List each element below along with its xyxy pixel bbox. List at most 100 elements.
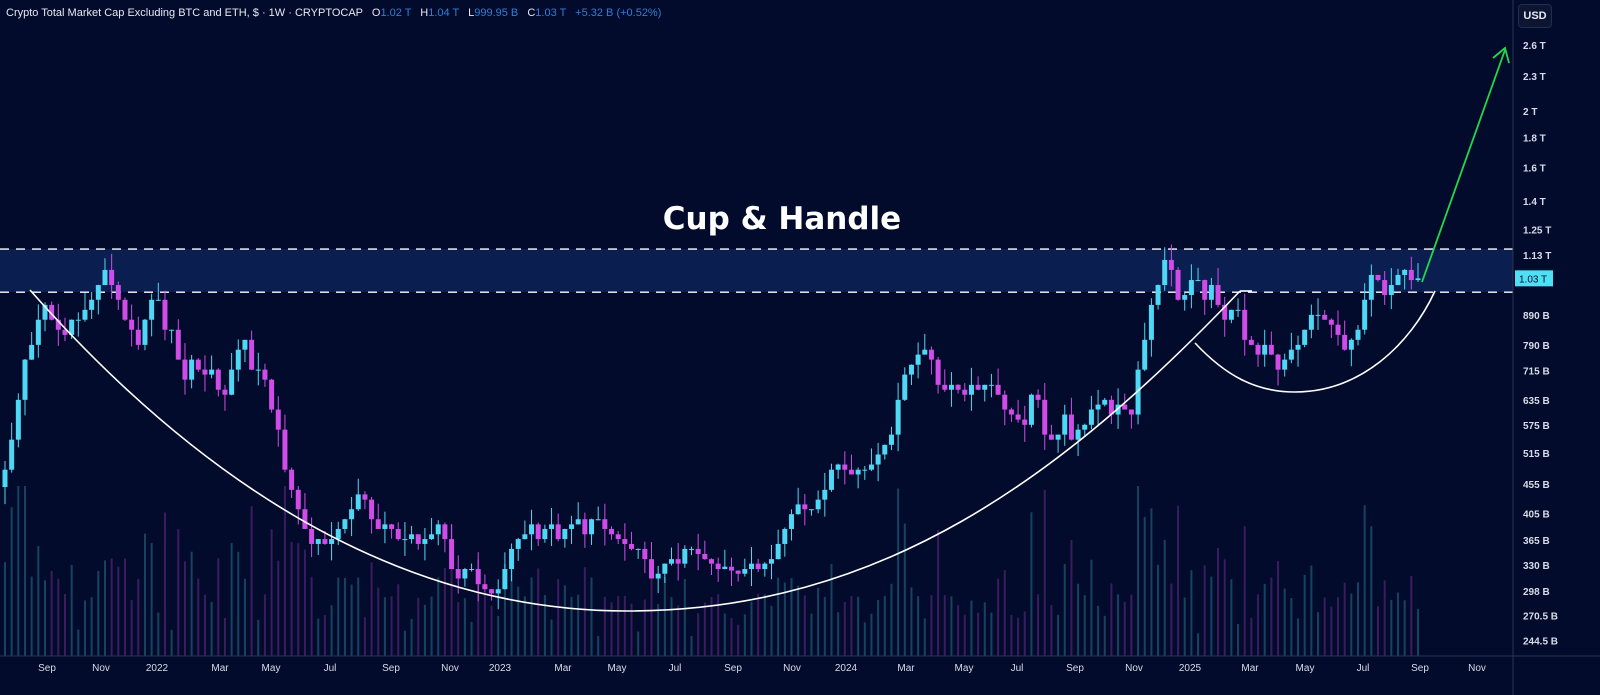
volume-bar	[543, 595, 546, 656]
volume-bar	[170, 629, 173, 656]
volume-bar	[570, 596, 573, 656]
time-tick-label: Nov	[1125, 663, 1143, 674]
candle-body	[415, 534, 421, 544]
volume-bar	[1197, 633, 1200, 656]
candle-body	[289, 469, 295, 490]
candle	[1235, 298, 1241, 317]
candle-body	[1322, 314, 1328, 320]
time-tick-label: May	[262, 663, 281, 674]
handle-curve	[1194, 290, 1436, 393]
candle-body	[109, 269, 115, 286]
candle	[355, 478, 361, 511]
candle-body	[229, 369, 235, 395]
volume-bar	[1270, 577, 1273, 656]
volume-bar	[423, 604, 426, 656]
candle	[888, 426, 894, 451]
candle-body	[682, 548, 688, 564]
candle-body	[1048, 434, 1054, 440]
price-axis[interactable]: 2.6 T 2.3 T 2 T 1.8 T 1.6 T 1.4 T 1.25 T 1.13 T…	[1515, 41, 1558, 648]
candle-body	[835, 464, 841, 470]
volume-bar	[1210, 576, 1213, 656]
candle-body	[455, 569, 461, 579]
candle-body	[748, 563, 754, 570]
volume-bar	[1250, 617, 1253, 656]
volume-bar	[623, 595, 626, 656]
volume-bar	[670, 597, 673, 656]
candle-body	[1042, 399, 1048, 435]
candle-body	[602, 519, 608, 529]
candle-body	[1302, 329, 1308, 345]
candle-body	[882, 444, 888, 455]
candle-body	[15, 399, 21, 440]
volume-bar	[303, 549, 306, 656]
volume-bar	[250, 506, 253, 656]
volume-bar	[223, 618, 226, 656]
volume-bar	[797, 585, 800, 656]
candle-body	[355, 494, 361, 510]
volume-bar	[503, 563, 506, 656]
candle-body	[735, 570, 741, 574]
candle-body	[222, 389, 228, 395]
volume-bar	[883, 596, 886, 656]
volume-bar	[923, 618, 926, 656]
volume-bar	[710, 596, 713, 656]
candle	[175, 319, 181, 360]
candle	[95, 284, 101, 315]
candle-body	[495, 589, 501, 594]
time-tick-label: Jul	[1357, 663, 1370, 674]
candle-body	[175, 329, 181, 360]
volume-bar	[850, 595, 853, 656]
candle-body	[1155, 285, 1161, 305]
volume-bar	[637, 631, 640, 656]
volume-bar	[917, 596, 920, 656]
candle	[269, 378, 275, 413]
candle	[1142, 322, 1148, 372]
candle	[1082, 423, 1088, 436]
candle-body	[195, 359, 201, 370]
candle	[415, 534, 421, 550]
candle-body	[1088, 409, 1094, 425]
currency-button[interactable]: USD	[1518, 4, 1552, 28]
candle	[702, 540, 708, 560]
candle-body	[1035, 394, 1041, 400]
candle-body	[928, 349, 934, 360]
candle	[902, 367, 908, 401]
volume-bar	[1283, 588, 1286, 656]
time-tick-label: Mar	[211, 663, 229, 674]
candle	[1208, 277, 1214, 309]
volume-bar	[163, 512, 166, 656]
candle-body	[1068, 414, 1074, 440]
time-tick-label: Nov	[783, 663, 801, 674]
volume-bar	[943, 595, 946, 656]
time-tick-label: Sep	[1411, 663, 1429, 674]
candle-body	[1335, 324, 1341, 335]
volume-bar	[903, 523, 906, 656]
candle-body	[1208, 285, 1214, 300]
candle	[429, 517, 435, 540]
time-axis[interactable]: Sep Nov 2022 Mar May Jul Sep Nov 2023 Mar May Jul Se…	[38, 663, 1486, 674]
resistance-band	[0, 249, 1513, 293]
candle	[469, 563, 475, 572]
volume-bar	[803, 595, 806, 656]
candle-body	[982, 384, 988, 390]
candle-body	[629, 543, 635, 549]
candle-body	[155, 299, 161, 301]
candle	[815, 490, 821, 514]
volume-bar	[377, 587, 380, 656]
volume-bar	[4, 562, 6, 656]
time-tick-label: May	[955, 663, 974, 674]
volume-bar	[457, 602, 460, 656]
candle-body	[529, 524, 535, 535]
candle-body	[689, 548, 695, 550]
candle-body	[995, 384, 1001, 395]
candle-body	[1182, 295, 1188, 300]
candle-body	[69, 319, 75, 335]
candle-body	[948, 384, 954, 390]
volume-bar	[243, 578, 246, 656]
candle-body	[1408, 269, 1414, 281]
high-value: 1.04 T	[428, 7, 460, 19]
volume-bar	[157, 612, 160, 656]
price-tick-label: 405 B	[1523, 510, 1550, 521]
candle-body	[42, 304, 48, 320]
